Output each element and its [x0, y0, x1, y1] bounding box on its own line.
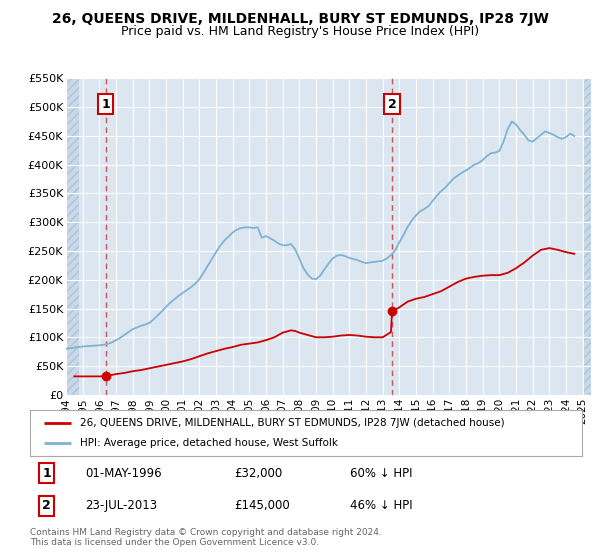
- Text: 1: 1: [42, 467, 51, 480]
- Text: 46% ↓ HPI: 46% ↓ HPI: [350, 499, 413, 512]
- Text: 26, QUEENS DRIVE, MILDENHALL, BURY ST EDMUNDS, IP28 7JW (detached house): 26, QUEENS DRIVE, MILDENHALL, BURY ST ED…: [80, 418, 505, 428]
- Text: 23-JUL-2013: 23-JUL-2013: [85, 499, 157, 512]
- Text: £145,000: £145,000: [234, 499, 290, 512]
- Text: 2: 2: [42, 499, 51, 512]
- Text: 60% ↓ HPI: 60% ↓ HPI: [350, 467, 413, 480]
- Text: 1: 1: [101, 98, 110, 111]
- Text: Contains HM Land Registry data © Crown copyright and database right 2024.
This d: Contains HM Land Registry data © Crown c…: [30, 528, 382, 547]
- Text: 2: 2: [388, 98, 397, 111]
- Text: 26, QUEENS DRIVE, MILDENHALL, BURY ST EDMUNDS, IP28 7JW: 26, QUEENS DRIVE, MILDENHALL, BURY ST ED…: [52, 12, 548, 26]
- Text: £32,000: £32,000: [234, 467, 283, 480]
- Text: HPI: Average price, detached house, West Suffolk: HPI: Average price, detached house, West…: [80, 438, 338, 449]
- Text: Price paid vs. HM Land Registry's House Price Index (HPI): Price paid vs. HM Land Registry's House …: [121, 25, 479, 38]
- Text: 01-MAY-1996: 01-MAY-1996: [85, 467, 162, 480]
